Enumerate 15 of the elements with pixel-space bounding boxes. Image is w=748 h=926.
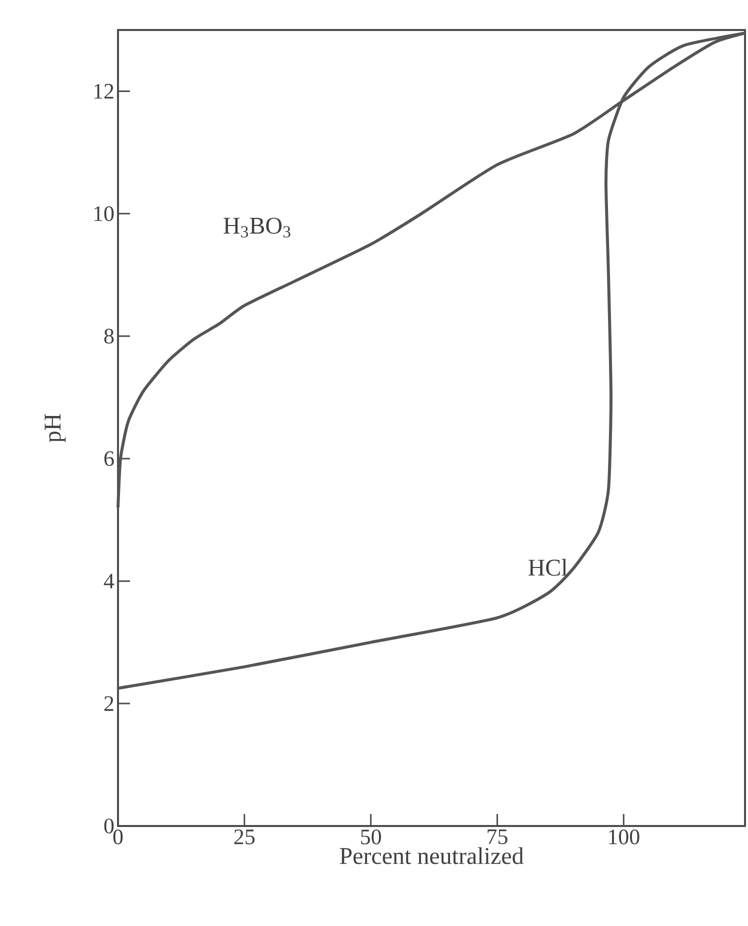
y-tick-label: 4 xyxy=(104,574,114,588)
y-tick-label: 0 xyxy=(104,818,114,834)
x-tick-label: 100 xyxy=(609,830,640,844)
x-tick-label: 25 xyxy=(234,830,255,844)
series-label: HCl xyxy=(528,558,568,576)
series-label: H$_{3}$BO$_{3}$ xyxy=(224,218,290,238)
x-tick-label: 50 xyxy=(361,830,381,844)
y-tick-label: 2 xyxy=(104,696,114,711)
y-axis-title: pH xyxy=(44,414,66,442)
x-tick-label: 75 xyxy=(488,830,508,844)
y-tick-label: 12 xyxy=(94,84,114,99)
x-axis-title: Percent neutralized xyxy=(340,847,524,864)
y-tick-label: 10 xyxy=(94,206,114,222)
y-tick-label: 8 xyxy=(104,328,114,344)
y-tick-label: 6 xyxy=(104,451,114,466)
